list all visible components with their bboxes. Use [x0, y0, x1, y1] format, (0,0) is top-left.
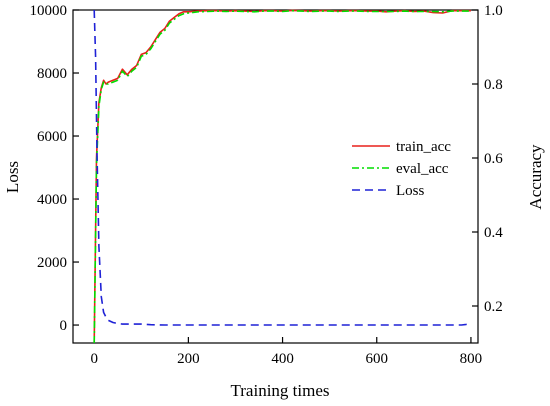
- y-tick-label-left: 10000: [30, 3, 68, 19]
- series-layer: [93, 9, 472, 344]
- series-loss: [93, 9, 472, 326]
- series-eval-acc: [93, 9, 471, 344]
- y-tick-label-right: 0.2: [484, 299, 503, 315]
- y-axis-left: 0 2000 4000 6000 8000 10000: [30, 3, 79, 334]
- x-axis: 0 200 400 600 800: [90, 337, 482, 367]
- y-tick-label-right: 0.6: [484, 151, 503, 167]
- x-tick-label: 0: [90, 351, 98, 367]
- legend-label: train_acc: [396, 139, 451, 155]
- y-tick-label-right: 0.4: [484, 225, 503, 241]
- plot-frame: [72, 9, 479, 344]
- y-tick-label-left: 8000: [37, 66, 67, 82]
- x-tick-label: 400: [271, 351, 294, 367]
- y-tick-label-left: 6000: [37, 129, 67, 145]
- x-tick-label: 200: [177, 351, 200, 367]
- y-axis-label-right: Accuracy: [526, 144, 545, 210]
- legend: train_acc eval_acc Loss: [352, 139, 451, 199]
- x-tick-label: 600: [366, 351, 389, 367]
- y-tick-label-left: 4000: [37, 192, 67, 208]
- y-tick-label-left: 2000: [37, 255, 67, 271]
- y-tick-label-right: 0.8: [484, 77, 503, 93]
- x-tick-label: 800: [460, 351, 483, 367]
- x-axis-label: Training times: [230, 381, 329, 400]
- y-tick-label-left: 0: [60, 318, 68, 334]
- y-axis-label-left: Loss: [3, 161, 22, 193]
- legend-label: Loss: [396, 183, 425, 199]
- legend-label: eval_acc: [396, 161, 449, 177]
- y-tick-label-right: 1.0: [484, 3, 503, 19]
- y-axis-right: 0.2 0.4 0.6 0.8 1.0: [472, 3, 503, 315]
